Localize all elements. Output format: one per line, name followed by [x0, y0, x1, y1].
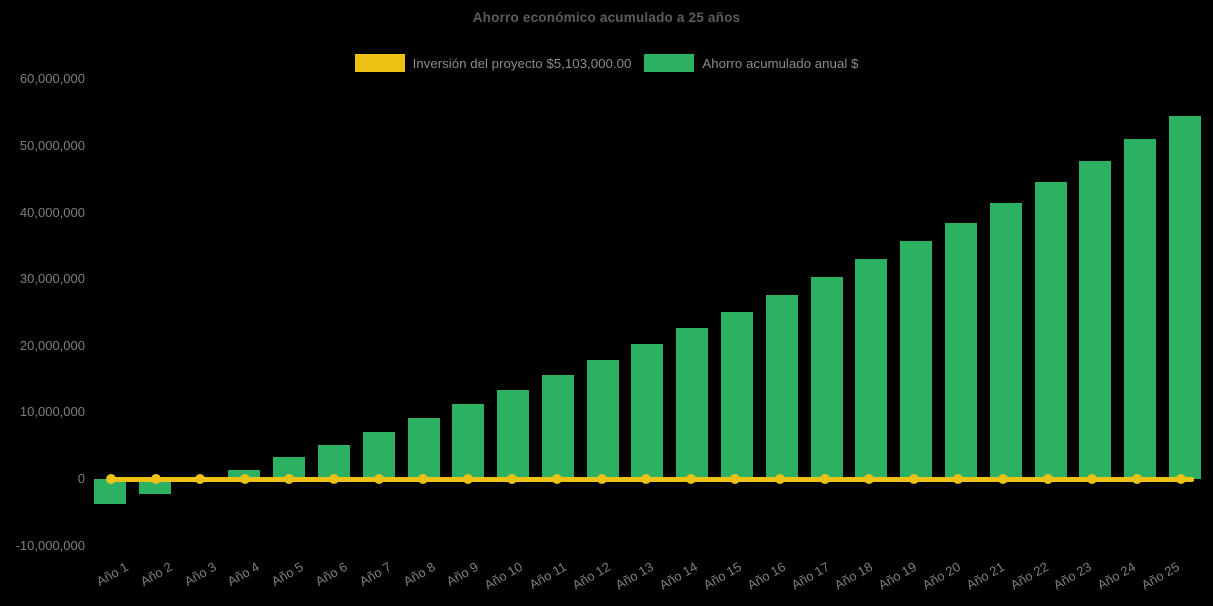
- investment-line-marker: [953, 474, 964, 484]
- investment-line-marker: [418, 474, 429, 484]
- bar-24: [1124, 138, 1157, 479]
- legend-label-savings: Ahorro acumulado anual $: [702, 55, 859, 71]
- investment-line-marker: [195, 474, 206, 484]
- bar-25: [1168, 116, 1201, 479]
- x-axis-tick-label: Año 9: [444, 559, 482, 589]
- y-axis-tick-label: 20,000,000: [19, 337, 85, 353]
- y-axis-tick-label: 60,000,000: [19, 71, 85, 87]
- x-axis-tick-label: Año 8: [400, 559, 438, 589]
- investment-color-swatch-icon: [354, 54, 405, 72]
- x-axis-tick-label: Año 22: [1007, 559, 1051, 593]
- investment-line-marker: [150, 474, 161, 484]
- x-axis-tick-label: Año 17: [788, 559, 832, 593]
- x-axis-tick-label: Año 7: [356, 559, 394, 589]
- legend: Inversión del proyecto $5,103,000.00 Aho…: [0, 54, 1213, 72]
- x-axis-tick-label: Año 24: [1094, 559, 1139, 593]
- investment-line-marker: [329, 474, 339, 484]
- y-axis-tick-label: -10,000,000: [15, 537, 85, 553]
- bar-8: [407, 418, 440, 479]
- investment-line-marker: [552, 474, 562, 484]
- savings-color-swatch-icon: [644, 54, 695, 72]
- x-axis-tick-label: Año 6: [312, 559, 350, 589]
- y-axis-tick-label: 50,000,000: [19, 138, 85, 153]
- bar-11: [541, 375, 574, 479]
- bar-17: [810, 277, 843, 479]
- investment-line-marker: [998, 474, 1008, 484]
- investment-line-marker: [775, 474, 785, 484]
- bar-6: [317, 445, 350, 479]
- x-axis-tick-label: Año 11: [526, 559, 569, 593]
- bar-20: [945, 222, 977, 479]
- investment-line-marker: [864, 474, 875, 484]
- bar-18: [855, 259, 888, 479]
- bar-13: [631, 344, 664, 479]
- bar-10: [497, 389, 530, 479]
- investment-line-marker: [596, 474, 607, 484]
- investment-line-marker: [1176, 474, 1187, 484]
- investment-line-marker: [373, 474, 384, 484]
- bar-19: [900, 241, 933, 479]
- x-axis-tick-label: Año 18: [832, 559, 876, 593]
- bar-7: [362, 431, 395, 479]
- investment-line-marker: [908, 474, 919, 484]
- investment-line-marker: [106, 474, 116, 484]
- bar-15: [721, 311, 754, 479]
- x-axis-tick-label: Año 3: [181, 559, 219, 589]
- x-axis-tick-label: Año 10: [481, 559, 525, 593]
- investment-line-marker: [730, 474, 741, 484]
- investment-line-marker: [462, 474, 473, 484]
- bar-14: [676, 328, 709, 479]
- bar-16: [765, 294, 798, 479]
- investment-line-marker: [1042, 474, 1053, 484]
- x-axis-tick-label: Año 21: [963, 559, 1007, 593]
- y-axis-tick-label: 40,000,000: [19, 204, 85, 220]
- legend-item-investment: Inversión del proyecto $5,103,000.00: [354, 54, 632, 72]
- x-axis-tick-label: Año 25: [1138, 559, 1182, 593]
- y-axis-tick-label: 10,000,000: [19, 404, 85, 420]
- x-axis-tick-label: Año 12: [569, 559, 613, 593]
- x-axis-tick-label: Año 19: [875, 559, 920, 593]
- bar-21: [989, 202, 1022, 479]
- x-axis-tick-label: Año 16: [744, 559, 788, 593]
- x-axis-tick-label: Año 20: [919, 559, 963, 593]
- y-axis-tick-label: 0: [77, 471, 85, 486]
- investment-line-marker: [819, 474, 830, 484]
- x-axis-tick-label: Año 14: [656, 559, 701, 593]
- investment-line: [111, 476, 1194, 482]
- x-axis-tick-label: Año 4: [225, 559, 263, 589]
- bar-12: [586, 359, 619, 479]
- investment-line-marker: [507, 474, 518, 484]
- bar-2: [138, 479, 171, 495]
- x-axis-tick-label: Año 2: [137, 559, 175, 589]
- investment-line-marker: [685, 474, 696, 484]
- bar-23: [1079, 160, 1112, 479]
- investment-line-marker: [1131, 474, 1142, 484]
- x-axis-tick-label: Año 23: [1051, 559, 1095, 593]
- legend-label-investment: Inversión del proyecto $5,103,000.00: [412, 55, 632, 71]
- investment-line-marker: [641, 474, 652, 484]
- x-axis-tick-label: Año 15: [700, 559, 744, 593]
- investment-line-marker: [239, 474, 250, 484]
- bar-22: [1034, 181, 1067, 479]
- bar-5: [273, 457, 306, 479]
- legend-item-savings: Ahorro acumulado anual $: [644, 54, 858, 72]
- bar-9: [452, 403, 485, 479]
- investment-line-marker: [284, 474, 295, 484]
- x-axis-tick-label: Año 5: [269, 559, 306, 589]
- x-axis-tick-label: Año 1: [93, 559, 131, 589]
- x-axis-tick-label: Año 13: [613, 559, 657, 593]
- chart-title: Ahorro económico acumulado a 25 años: [472, 10, 741, 25]
- investment-line-marker: [1087, 474, 1098, 484]
- y-axis-tick-label: 30,000,000: [19, 271, 85, 287]
